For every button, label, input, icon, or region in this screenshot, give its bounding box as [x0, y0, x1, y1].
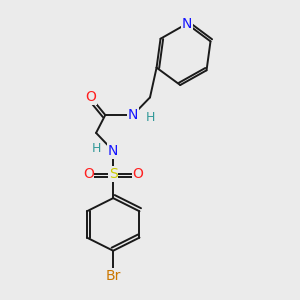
Text: H: H — [92, 142, 101, 155]
Text: N: N — [182, 17, 192, 31]
Text: N: N — [108, 144, 119, 158]
Text: O: O — [133, 167, 144, 181]
Text: O: O — [85, 90, 96, 104]
Text: S: S — [109, 167, 118, 181]
Text: N: N — [128, 108, 138, 122]
Text: Br: Br — [106, 269, 121, 283]
Text: H: H — [146, 111, 155, 124]
Text: O: O — [83, 167, 94, 181]
